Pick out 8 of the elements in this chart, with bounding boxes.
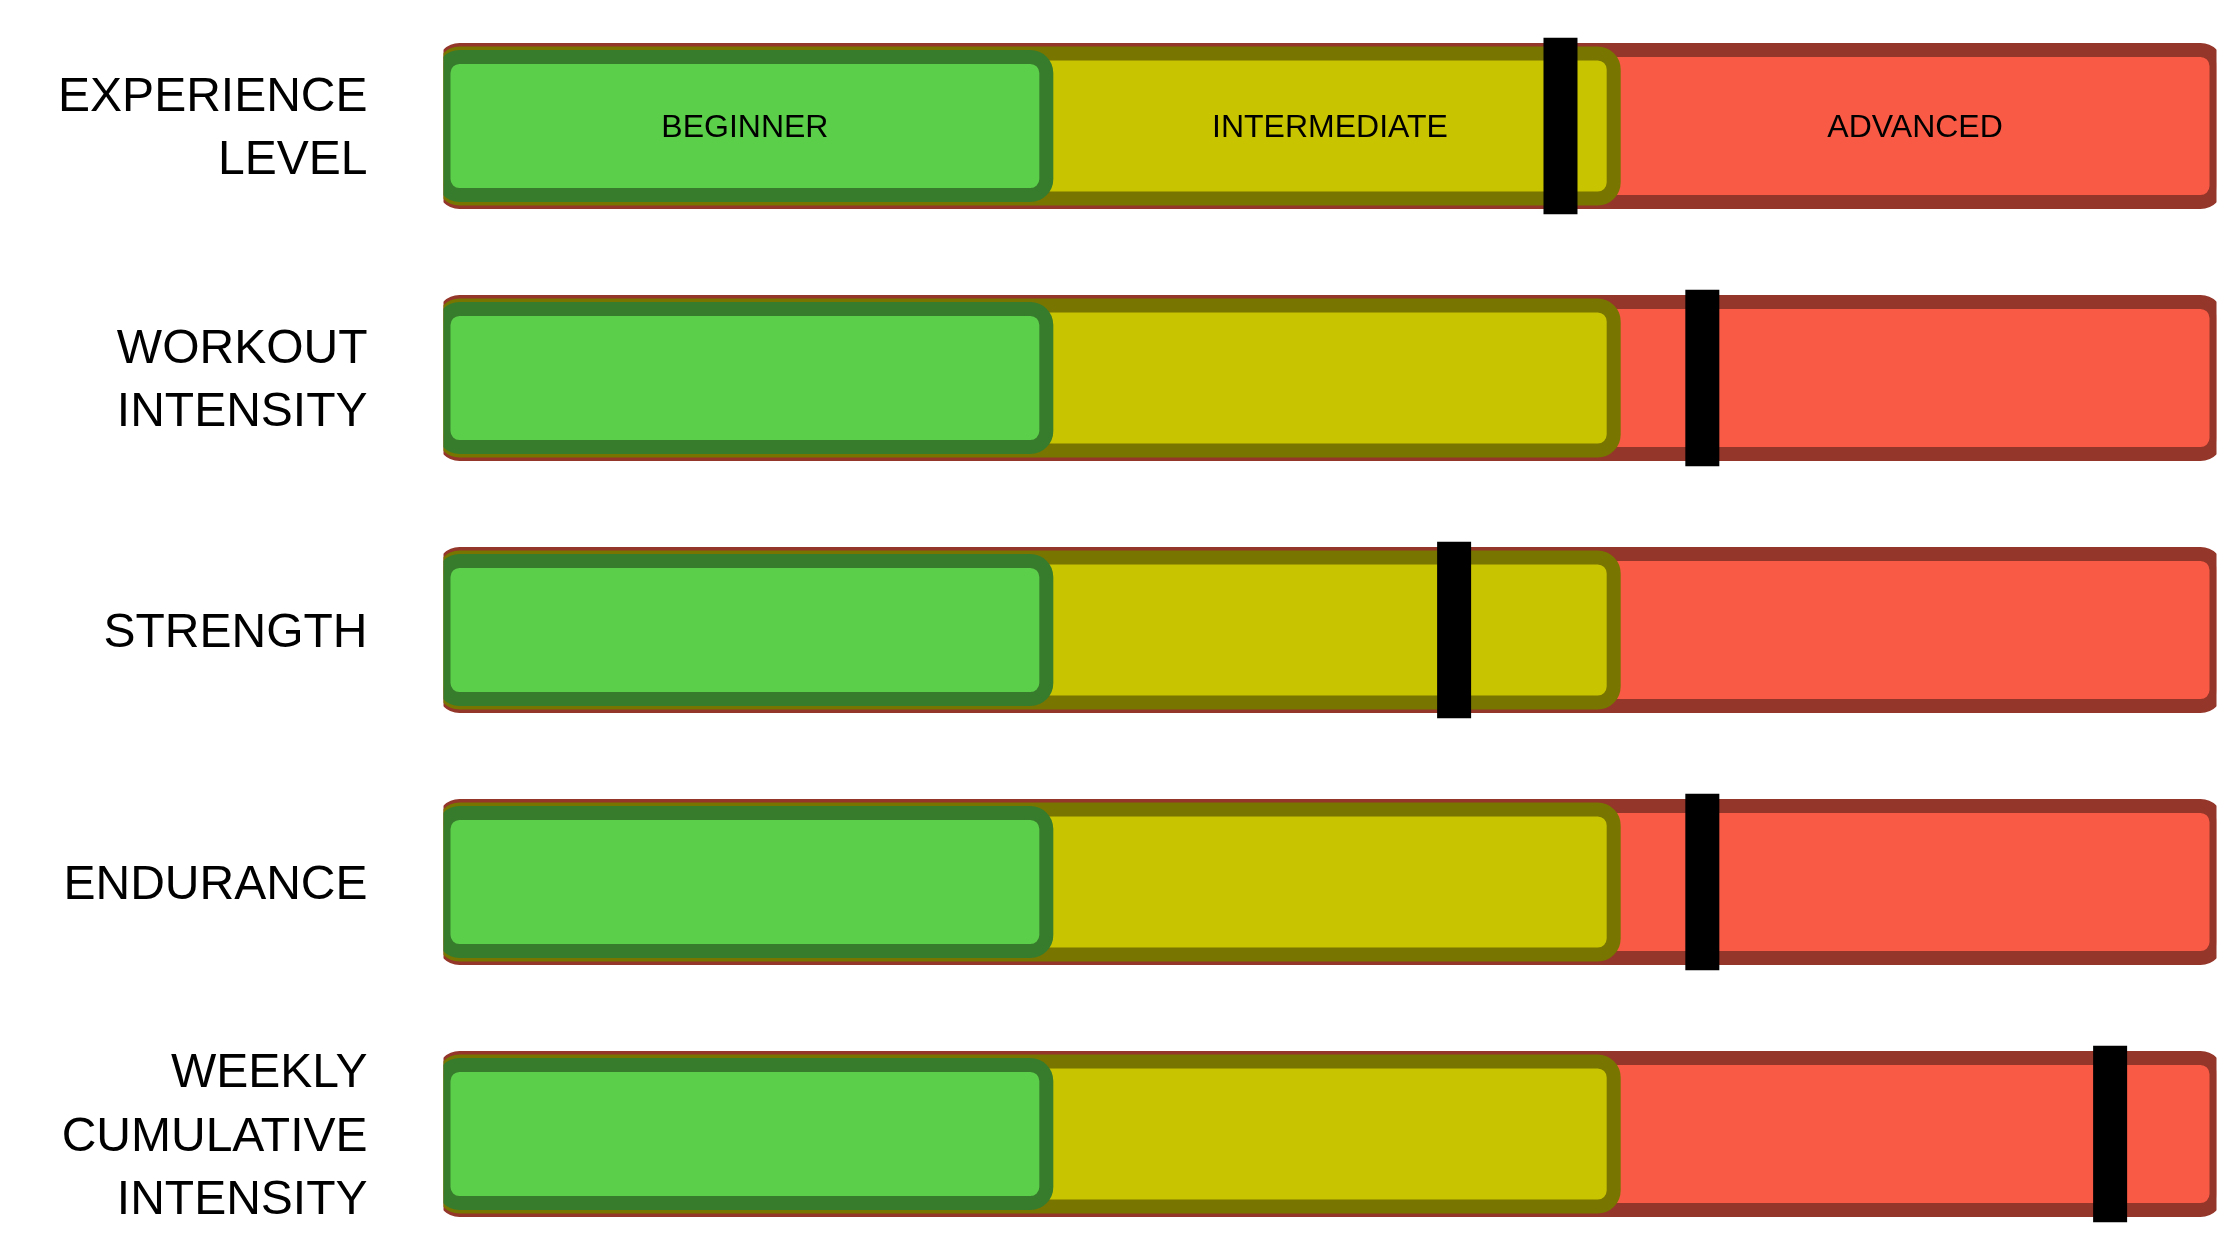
- series-label: BEGINNER: [661, 108, 829, 144]
- y-tick-label: EXPERIENCE LEVEL: [58, 67, 368, 185]
- series-label: ADVANCED: [1827, 108, 2003, 144]
- y-tick-label: STRENGTH: [103, 603, 368, 657]
- y-tick-label: ENDURANCE: [63, 855, 368, 909]
- y-tick-label: WORKOUT INTENSITY: [116, 319, 368, 437]
- series-label: INTERMEDIATE: [1212, 108, 1448, 144]
- y-tick-label: WEEKLY CUMULATIVE INTENSITY: [61, 1043, 368, 1225]
